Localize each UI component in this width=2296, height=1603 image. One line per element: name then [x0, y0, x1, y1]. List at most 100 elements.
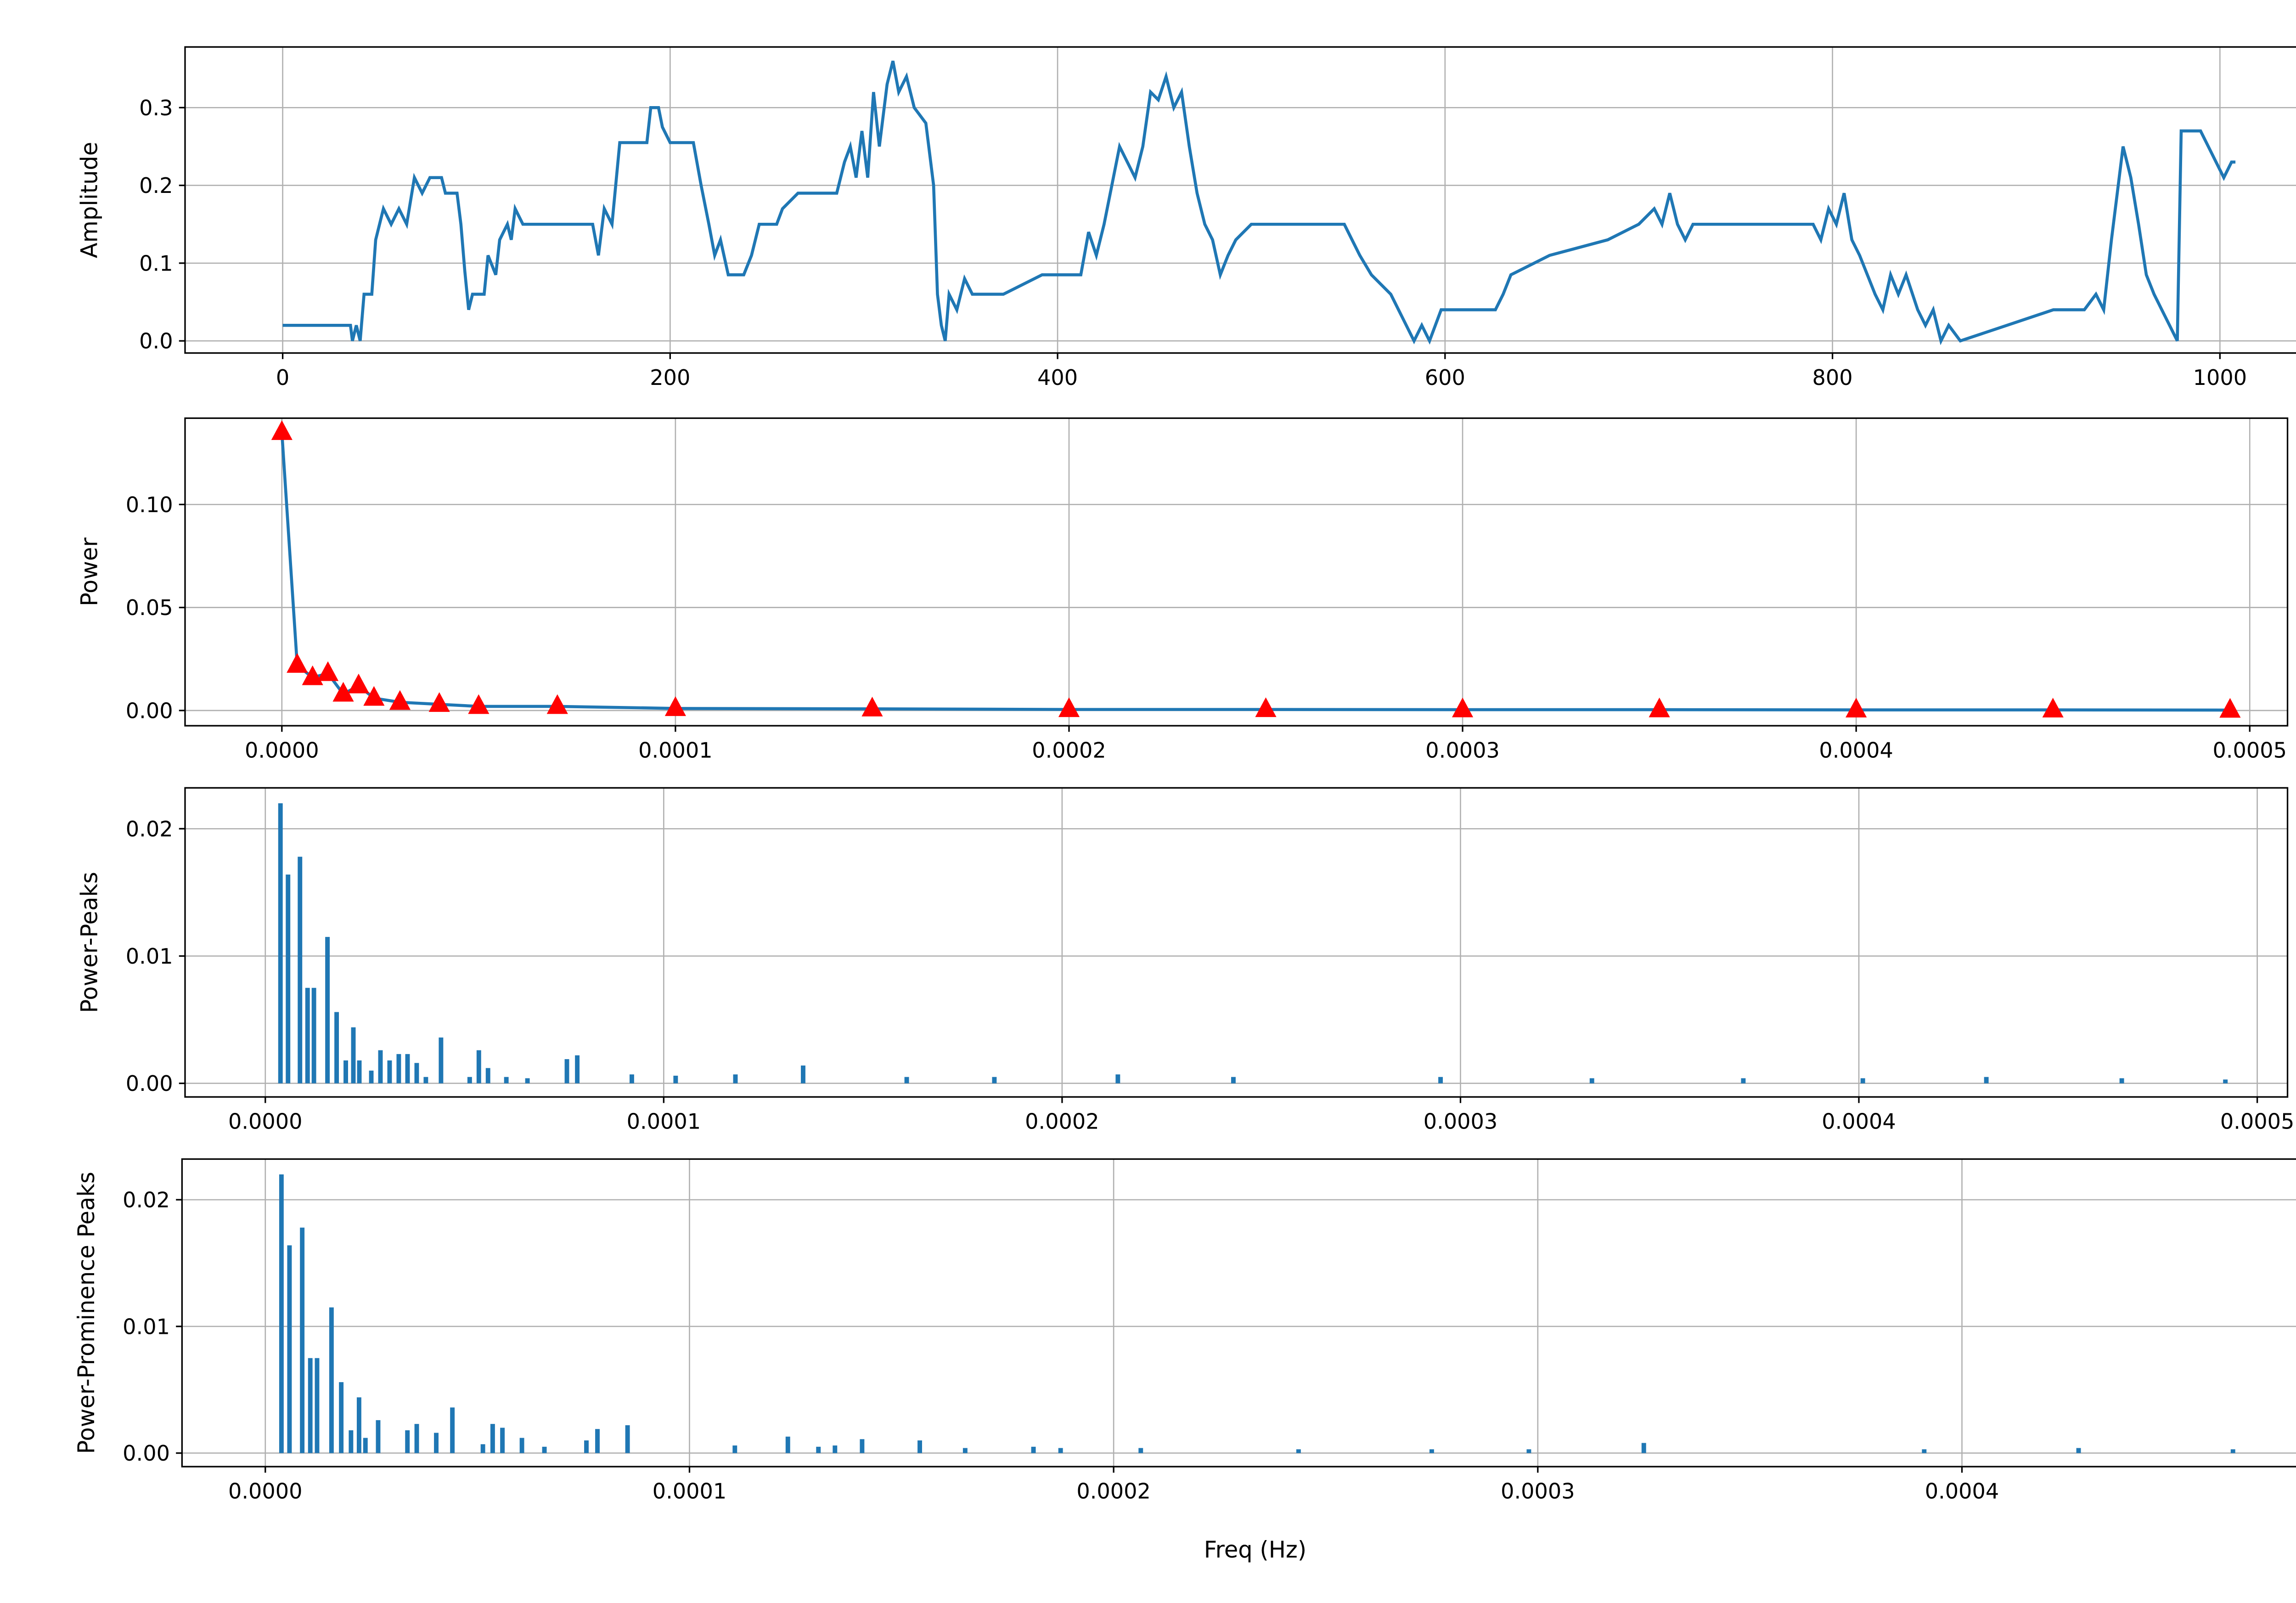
peak-marker	[428, 692, 450, 712]
bar	[300, 1227, 305, 1453]
bar	[904, 1077, 909, 1084]
y-tick-label: 0.2	[139, 173, 173, 198]
bar	[575, 1055, 580, 1084]
bar	[1922, 1449, 1927, 1453]
peak-marker	[363, 686, 385, 706]
bar	[2223, 1079, 2228, 1084]
y-tick-label: 0.05	[126, 595, 173, 620]
bar	[378, 1050, 383, 1084]
y-tick-label: 0.00	[126, 698, 173, 723]
bar	[917, 1440, 922, 1453]
peak-marker	[1649, 697, 1670, 717]
bar	[2076, 1448, 2081, 1453]
bar	[992, 1077, 997, 1084]
y-axis-label: Power	[76, 537, 103, 606]
bar	[279, 1174, 284, 1453]
peak-marker	[2042, 698, 2064, 718]
bar	[1860, 1078, 1865, 1084]
bar	[1438, 1077, 1443, 1084]
bar	[629, 1074, 634, 1084]
x-tick-label: 0.0004	[1925, 1479, 1999, 1503]
axes-frame	[181, 1158, 2296, 1468]
bar	[833, 1445, 838, 1453]
x-tick-label: 0.0002	[1076, 1479, 1151, 1503]
y-tick-label: 0.3	[139, 96, 173, 120]
x-tick-label: 0.0003	[1501, 1479, 1575, 1503]
y-axis-label: Amplitude	[76, 142, 103, 259]
bar	[1589, 1078, 1594, 1084]
x-tick-label: 0.0001	[627, 1109, 701, 1134]
x-tick-label: 0.0004	[1819, 738, 1893, 762]
bar	[1138, 1448, 1143, 1453]
y-tick-label: 0.00	[123, 1441, 170, 1466]
peak-marker	[1255, 697, 1277, 717]
x-tick-label: 0.0002	[1032, 738, 1106, 762]
x-tick-label: 0.0005	[2220, 1109, 2295, 1134]
y-tick-label: 0.02	[123, 1188, 170, 1213]
bar	[369, 1070, 374, 1084]
bar	[376, 1420, 381, 1453]
bar	[519, 1438, 524, 1453]
bar	[286, 875, 291, 1084]
x-tick-label: 0.0004	[1822, 1109, 1896, 1134]
peak-marker	[389, 690, 411, 710]
bar	[480, 1444, 485, 1453]
bar	[439, 1037, 444, 1084]
y-tick-label: 0.01	[123, 1314, 170, 1339]
bar	[584, 1440, 589, 1453]
bar	[504, 1077, 509, 1084]
bar	[308, 1358, 313, 1453]
axes-frame	[184, 46, 2296, 354]
y-tick-label: 0.01	[126, 944, 173, 969]
x-tick-label: 800	[1812, 365, 1853, 390]
bar	[339, 1382, 344, 1453]
bar	[305, 988, 310, 1084]
peak-marker	[546, 694, 568, 714]
bar	[1641, 1443, 1646, 1453]
bar	[351, 1027, 356, 1084]
x-tick-label: 0.0003	[1425, 738, 1500, 762]
subplot: 0.0000 0.0001 0.0002 0.0003 0.0004 0.00 0.01 0.…	[73, 1158, 2296, 1563]
bar	[357, 1060, 362, 1084]
bar	[785, 1436, 790, 1453]
x-tick-label: 0.0000	[245, 738, 319, 762]
y-axis-label: Power-Peaks	[76, 872, 103, 1013]
x-tick-label: 0.0001	[638, 738, 713, 762]
bar	[485, 1068, 490, 1084]
bar	[1296, 1449, 1301, 1453]
peak-marker	[332, 682, 354, 702]
bar	[525, 1078, 530, 1084]
bar	[1058, 1448, 1063, 1453]
bar	[732, 1445, 737, 1453]
bar	[467, 1077, 472, 1084]
x-tick-label: 0.0003	[1424, 1109, 1498, 1134]
bar	[2119, 1078, 2124, 1084]
bar	[542, 1446, 547, 1453]
bar	[1231, 1077, 1236, 1084]
bar	[595, 1429, 600, 1453]
bar	[423, 1077, 428, 1084]
x-tick-label: 0.0005	[2212, 738, 2287, 762]
x-tick-label: 600	[1425, 365, 1465, 390]
peak-marker	[348, 673, 370, 694]
bar	[733, 1074, 738, 1084]
axes-frame	[184, 417, 2289, 727]
x-tick-label: 0.0002	[1025, 1109, 1099, 1134]
bar	[363, 1438, 368, 1453]
bar	[349, 1430, 354, 1453]
peak-marker	[861, 696, 883, 717]
bar	[1526, 1449, 1531, 1453]
bar	[1741, 1078, 1746, 1084]
bar	[414, 1424, 419, 1453]
bar	[490, 1424, 495, 1453]
bar	[334, 1012, 339, 1084]
x-tick-label: 1000	[2193, 365, 2247, 390]
y-tick-label: 0.0	[139, 329, 173, 354]
x-tick-label: 0.0000	[228, 1479, 303, 1503]
bar	[434, 1433, 439, 1453]
bar	[860, 1439, 865, 1453]
peak-marker	[271, 420, 293, 440]
y-tick-label: 0.02	[126, 817, 173, 841]
